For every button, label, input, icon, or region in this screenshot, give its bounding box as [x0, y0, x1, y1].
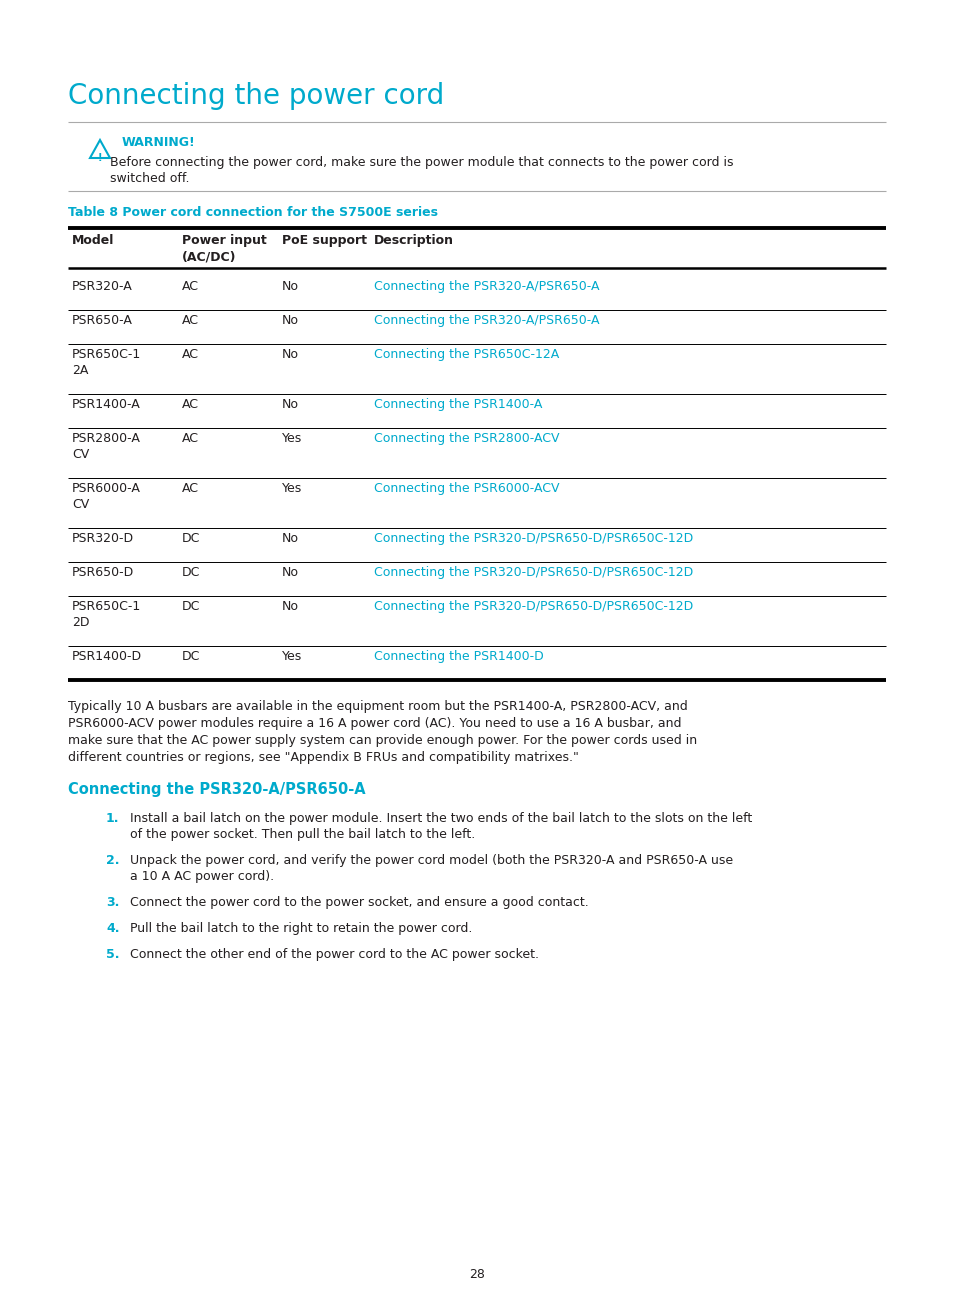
- Text: Yes: Yes: [282, 651, 302, 664]
- Text: PoE support: PoE support: [282, 235, 367, 248]
- Text: Install a bail latch on the power module. Insert the two ends of the bail latch : Install a bail latch on the power module…: [130, 813, 752, 826]
- Text: Connecting the PSR6000-ACV: Connecting the PSR6000-ACV: [374, 482, 558, 495]
- Text: DC: DC: [182, 651, 200, 664]
- Text: PSR650C-1
2A: PSR650C-1 2A: [71, 349, 141, 377]
- Text: No: No: [282, 398, 298, 411]
- Text: Connecting the PSR1400-A: Connecting the PSR1400-A: [374, 398, 542, 411]
- Text: No: No: [282, 280, 298, 293]
- Text: WARNING!: WARNING!: [122, 136, 195, 149]
- Text: Model: Model: [71, 235, 114, 248]
- Text: Yes: Yes: [282, 432, 302, 445]
- Text: Connecting the PSR320-D/PSR650-D/PSR650C-12D: Connecting the PSR320-D/PSR650-D/PSR650C…: [374, 600, 693, 613]
- Text: !: !: [97, 153, 102, 163]
- Text: PSR650-D: PSR650-D: [71, 566, 134, 579]
- Text: Connecting the PSR1400-D: Connecting the PSR1400-D: [374, 651, 543, 664]
- Text: PSR1400-D: PSR1400-D: [71, 651, 142, 664]
- Text: Power input
(AC/DC): Power input (AC/DC): [182, 235, 267, 263]
- Text: No: No: [282, 600, 298, 613]
- Text: a 10 A AC power cord).: a 10 A AC power cord).: [130, 870, 274, 883]
- Text: switched off.: switched off.: [110, 172, 190, 185]
- Text: 3.: 3.: [106, 896, 119, 908]
- Text: No: No: [282, 566, 298, 579]
- Text: AC: AC: [182, 398, 199, 411]
- Text: No: No: [282, 531, 298, 546]
- Text: DC: DC: [182, 600, 200, 613]
- Text: make sure that the AC power supply system can provide enough power. For the powe: make sure that the AC power supply syste…: [68, 734, 697, 746]
- Text: PSR2800-A
CV: PSR2800-A CV: [71, 432, 141, 460]
- Text: PSR650-A: PSR650-A: [71, 314, 132, 327]
- Text: 5.: 5.: [106, 947, 119, 962]
- Text: 2.: 2.: [106, 854, 119, 867]
- Text: 28: 28: [469, 1267, 484, 1280]
- Text: Connecting the power cord: Connecting the power cord: [68, 82, 444, 110]
- Text: Connecting the PSR320-A/PSR650-A: Connecting the PSR320-A/PSR650-A: [374, 280, 598, 293]
- Text: Connecting the PSR320-D/PSR650-D/PSR650C-12D: Connecting the PSR320-D/PSR650-D/PSR650C…: [374, 531, 693, 546]
- Text: PSR650C-1
2D: PSR650C-1 2D: [71, 600, 141, 629]
- Text: of the power socket. Then pull the bail latch to the left.: of the power socket. Then pull the bail …: [130, 828, 475, 841]
- Text: Connecting the PSR320-D/PSR650-D/PSR650C-12D: Connecting the PSR320-D/PSR650-D/PSR650C…: [374, 566, 693, 579]
- Text: Pull the bail latch to the right to retain the power cord.: Pull the bail latch to the right to reta…: [130, 921, 472, 934]
- Text: AC: AC: [182, 482, 199, 495]
- Text: Connect the power cord to the power socket, and ensure a good contact.: Connect the power cord to the power sock…: [130, 896, 588, 908]
- Text: AC: AC: [182, 432, 199, 445]
- Text: Connecting the PSR320-A/PSR650-A: Connecting the PSR320-A/PSR650-A: [68, 781, 365, 797]
- Text: AC: AC: [182, 280, 199, 293]
- Text: 4.: 4.: [106, 921, 119, 934]
- Text: AC: AC: [182, 349, 199, 362]
- Text: PSR320-D: PSR320-D: [71, 531, 134, 546]
- Text: 1.: 1.: [106, 813, 119, 826]
- Text: Typically 10 A busbars are available in the equipment room but the PSR1400-A, PS: Typically 10 A busbars are available in …: [68, 700, 687, 713]
- Text: AC: AC: [182, 314, 199, 327]
- Text: Connect the other end of the power cord to the AC power socket.: Connect the other end of the power cord …: [130, 947, 538, 962]
- Text: Table 8 Power cord connection for the S7500E series: Table 8 Power cord connection for the S7…: [68, 206, 437, 219]
- Text: different countries or regions, see "Appendix B FRUs and compatibility matrixes.: different countries or regions, see "App…: [68, 750, 578, 765]
- Text: Before connecting the power cord, make sure the power module that connects to th: Before connecting the power cord, make s…: [110, 156, 733, 168]
- Text: PSR320-A: PSR320-A: [71, 280, 132, 293]
- Text: No: No: [282, 349, 298, 362]
- Text: PSR6000-A
CV: PSR6000-A CV: [71, 482, 141, 511]
- Text: Description: Description: [374, 235, 454, 248]
- Text: Connecting the PSR2800-ACV: Connecting the PSR2800-ACV: [374, 432, 558, 445]
- Text: PSR1400-A: PSR1400-A: [71, 398, 141, 411]
- Text: PSR6000-ACV power modules require a 16 A power cord (AC). You need to use a 16 A: PSR6000-ACV power modules require a 16 A…: [68, 717, 680, 730]
- Text: DC: DC: [182, 566, 200, 579]
- Text: Connecting the PSR320-A/PSR650-A: Connecting the PSR320-A/PSR650-A: [374, 314, 598, 327]
- Text: Yes: Yes: [282, 482, 302, 495]
- Text: No: No: [282, 314, 298, 327]
- Text: DC: DC: [182, 531, 200, 546]
- Text: Unpack the power cord, and verify the power cord model (both the PSR320-A and PS: Unpack the power cord, and verify the po…: [130, 854, 732, 867]
- Text: Connecting the PSR650C-12A: Connecting the PSR650C-12A: [374, 349, 558, 362]
